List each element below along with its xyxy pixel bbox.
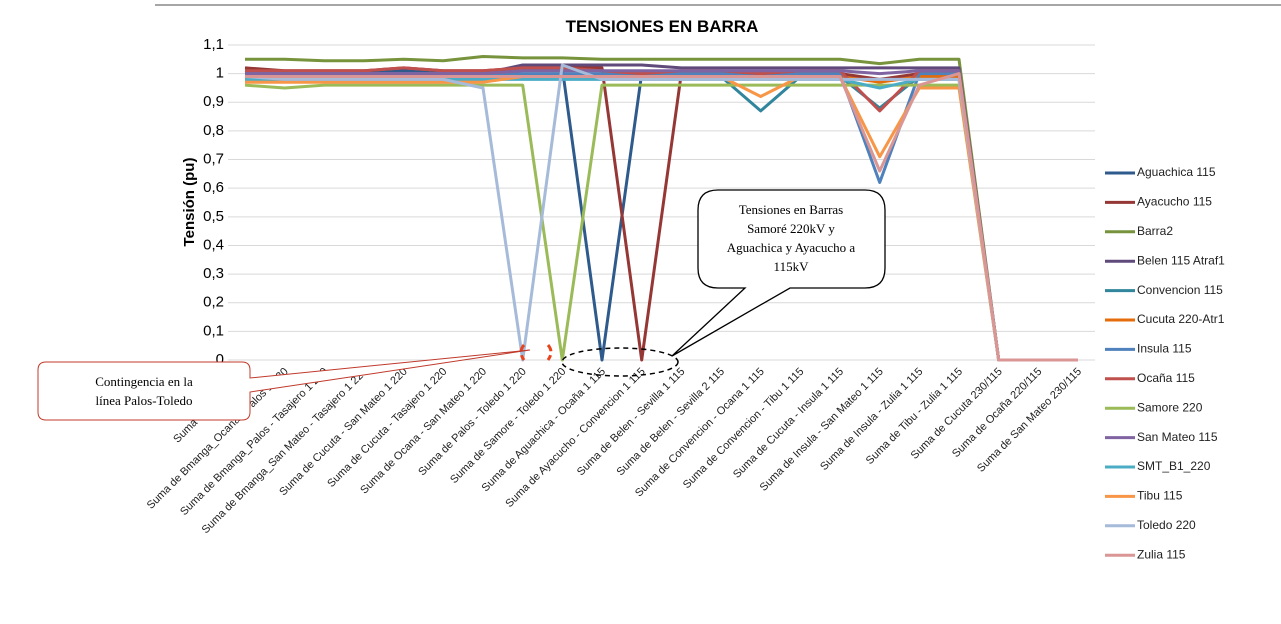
y-tick-label: 0,9 [203,93,224,110]
y-tick-label: 1 [216,65,224,82]
legend-label: Samore 220 [1137,400,1203,414]
highlight-arc [519,344,526,361]
highlight-ellipse [561,347,679,377]
legend-label: Convencion 115 [1137,283,1223,297]
legend-label: Zulia 115 [1137,547,1186,561]
series-line [245,55,1078,362]
y-tick-label: 0,1 [203,322,224,339]
annotation-text: Samoré 220kV y [747,221,835,236]
y-tick-label: 0,4 [203,236,224,253]
legend-label: Cucuta 220-Atr1 [1137,312,1225,326]
series-line [245,69,1078,362]
series-line [244,83,1078,362]
legend-label: SMT_B1_220 [1137,459,1211,473]
highlight-arc [546,344,553,361]
annotation-text: 115kV [774,259,810,274]
legend-label: San Mateo 115 [1137,430,1218,444]
y-tick-label: 0 [216,351,224,368]
callout: Tensiones en Barras Samoré 220kV y Aguachi… [561,189,886,377]
callout-box [37,349,531,421]
y-tick-label: 0,8 [203,122,224,139]
y-tick-label: 1,1 [203,36,224,53]
y-tick-label: 0,7 [203,151,224,168]
series-line [245,72,1078,362]
chart-title: TENSIONES EN BARRA [566,17,759,36]
annotation-text: Tensiones en Barras [739,202,844,217]
y-tick-label: 0,3 [203,265,224,282]
series-line [244,66,1078,362]
callout: Contingencia en la línea Palos-Toledo [37,344,553,421]
x-tick-label: Suma de Ayacucho - Convencion 1 115 [503,366,647,510]
legend-label: Toledo 220 [1137,518,1196,532]
annotation-text: línea Palos-Toledo [96,393,193,408]
y-tick-label: 0,2 [203,294,224,311]
legend-label: Barra2 [1137,224,1173,238]
y-axis-label: Tensión (pu) [181,158,198,247]
legend-label: Ocaña 115 [1137,371,1195,385]
y-tick-label: 0,5 [203,208,224,225]
legend-label: Ayacucho 115 [1137,195,1212,209]
annotation-text: Aguachica y Ayacucho a [727,240,856,255]
plot-area: 0 0,1 0,2 0,3 0,4 0,5 0,6 0,7 0,8 0,9 1 1,1 Suma de … [145,36,1095,536]
callout-box [671,189,886,357]
legend-label: Tibu 115 [1137,489,1183,503]
legend-label: Belen 115 Atraf1 [1137,253,1225,267]
annotation-text: Contingencia en la [95,374,193,389]
legend-label: Insula 115 [1137,342,1192,356]
legend: Aguachica 115 Ayacucho 115 Barra2 Belen 115… [1105,165,1225,561]
legend-label: Aguachica 115 [1137,165,1216,179]
y-tick-label: 0,6 [203,179,224,196]
